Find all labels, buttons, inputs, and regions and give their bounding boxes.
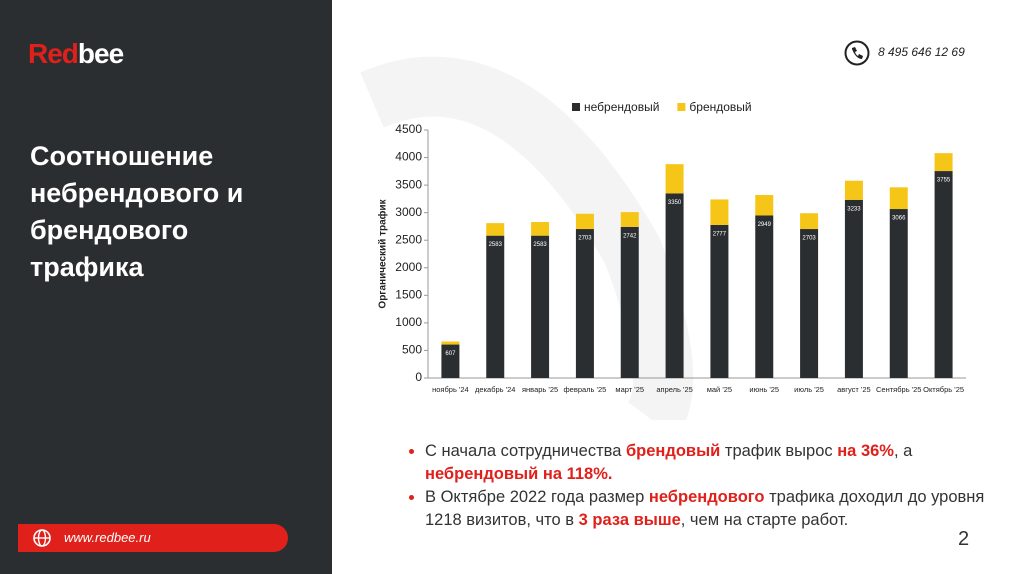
y-tick-label: 2500 bbox=[395, 232, 422, 246]
title-line: трафика bbox=[30, 252, 144, 282]
y-tick-label: 1000 bbox=[395, 315, 422, 329]
x-tick-label: Октябрь '25 bbox=[923, 385, 964, 394]
bullet-text: трафик вырос bbox=[720, 442, 838, 460]
background-shape bbox=[360, 56, 694, 420]
website-pill: www.redbee.ru bbox=[18, 524, 288, 552]
bullet-text: , чем на старте работ. bbox=[680, 511, 849, 529]
logo-part: Red bbox=[28, 38, 79, 69]
bar-segment bbox=[665, 164, 684, 194]
y-tick-label: 0 bbox=[415, 370, 422, 384]
bar-segment bbox=[620, 226, 639, 378]
bullet-text: трафика доходил до уровня 1218 визитов, … bbox=[425, 488, 985, 529]
bar-segment bbox=[486, 223, 505, 236]
data-label: 3350 bbox=[668, 200, 682, 206]
left-panel: Redbee Соотношение небрендового и брендово… bbox=[0, 0, 332, 574]
bullet-text: на 36% bbox=[837, 442, 894, 460]
bullet-text: небрендовый на 118%. bbox=[425, 465, 613, 483]
bar-segment bbox=[486, 235, 505, 378]
bar-segment bbox=[755, 195, 774, 216]
data-label: 3233 bbox=[847, 206, 861, 212]
phone-icon bbox=[844, 40, 870, 66]
data-label: 3755 bbox=[937, 178, 951, 184]
data-label: 2583 bbox=[489, 242, 503, 248]
x-tick-label: июнь '25 bbox=[749, 385, 779, 394]
bullet-text: В Октябре 2022 года размер bbox=[425, 488, 649, 506]
legend-label: брендовый bbox=[689, 100, 751, 114]
bar-segment bbox=[800, 229, 819, 378]
y-tick-label: 4500 bbox=[395, 122, 422, 136]
bullet-list: С начала сотрудничества брендовый трафик… bbox=[400, 440, 1000, 532]
y-tick-label: 500 bbox=[402, 343, 422, 357]
y-tick-label: 3500 bbox=[395, 177, 422, 191]
title-line: Соотношение bbox=[30, 141, 214, 171]
data-label: 2949 bbox=[758, 222, 772, 228]
bar-segment bbox=[800, 213, 819, 230]
y-tick-label: 3000 bbox=[395, 205, 422, 219]
phone-number: 8 495 646 12 69 bbox=[878, 45, 965, 59]
bar-segment bbox=[889, 187, 908, 210]
data-label: 2777 bbox=[713, 232, 727, 238]
bullet: В Октябре 2022 года размер небрендового … bbox=[425, 486, 1000, 532]
bar-segment bbox=[441, 341, 460, 345]
bar-segment bbox=[665, 193, 684, 378]
page-number: 2 bbox=[958, 528, 970, 550]
bullet-text: небрендового bbox=[648, 488, 765, 506]
x-tick-label: июль '25 bbox=[794, 385, 824, 394]
title-line: брендового bbox=[30, 215, 189, 245]
bullet-text: , а bbox=[893, 442, 913, 460]
bullet: С начала сотрудничества брендовый трафик… bbox=[425, 440, 1000, 486]
bar-segment bbox=[710, 224, 729, 378]
bar-segment bbox=[441, 344, 460, 378]
legend-swatch bbox=[677, 103, 686, 111]
x-tick-label: август '25 bbox=[837, 385, 871, 394]
data-label: 2703 bbox=[578, 236, 592, 242]
bar-segment bbox=[889, 209, 908, 378]
data-label: 3066 bbox=[892, 216, 906, 222]
bar-segment bbox=[531, 235, 550, 378]
logo: Redbee bbox=[28, 38, 124, 70]
y-axis-label: Органический трафик bbox=[377, 198, 389, 308]
bar-segment bbox=[710, 199, 729, 225]
bar-segment bbox=[575, 213, 594, 230]
bar-segment bbox=[531, 222, 550, 236]
x-tick-label: Сентябрь '25 bbox=[876, 385, 921, 394]
y-tick-label: 4000 bbox=[395, 150, 422, 164]
bar-segment bbox=[620, 212, 639, 227]
legend-label: небрендовый bbox=[584, 100, 659, 114]
bar-segment bbox=[575, 229, 594, 378]
bullet-text: С начала сотрудничества bbox=[425, 442, 626, 460]
x-tick-label: май '25 bbox=[707, 385, 732, 394]
data-label: 2742 bbox=[623, 233, 637, 239]
x-tick-label: март '25 bbox=[615, 385, 644, 394]
x-tick-label: январь '25 bbox=[522, 385, 558, 394]
bar-segment bbox=[755, 215, 774, 378]
data-label: 2583 bbox=[533, 242, 547, 248]
globe-icon bbox=[33, 529, 51, 547]
title-line: небрендового и bbox=[30, 178, 244, 208]
website: www.redbee.ru bbox=[64, 530, 151, 545]
slide-title: Соотношение небрендового и брендового трафи… bbox=[30, 138, 243, 286]
x-tick-label: апрель '25 bbox=[656, 385, 692, 394]
logo-part: bee bbox=[77, 38, 124, 69]
bar-segment bbox=[934, 171, 953, 378]
bar-segment bbox=[934, 153, 953, 172]
chart: Органический трафик 0 500 1000 1500 2000 2500… bbox=[360, 56, 966, 420]
bar-segment bbox=[844, 180, 863, 200]
bar-segment bbox=[844, 199, 863, 378]
legend-swatch bbox=[572, 103, 580, 111]
x-tick-label: декабрь '24 bbox=[475, 385, 515, 394]
bullet-text: брендовый bbox=[625, 442, 721, 460]
data-label: 607 bbox=[445, 351, 456, 357]
y-tick-label: 1500 bbox=[395, 288, 422, 302]
data-label: 2703 bbox=[802, 236, 816, 242]
y-tick-label: 2000 bbox=[395, 260, 422, 274]
bullet-text: 3 раза выше bbox=[578, 511, 681, 529]
x-tick-label: февраль '25 bbox=[564, 385, 607, 394]
x-tick-label: ноябрь '24 bbox=[432, 385, 469, 394]
